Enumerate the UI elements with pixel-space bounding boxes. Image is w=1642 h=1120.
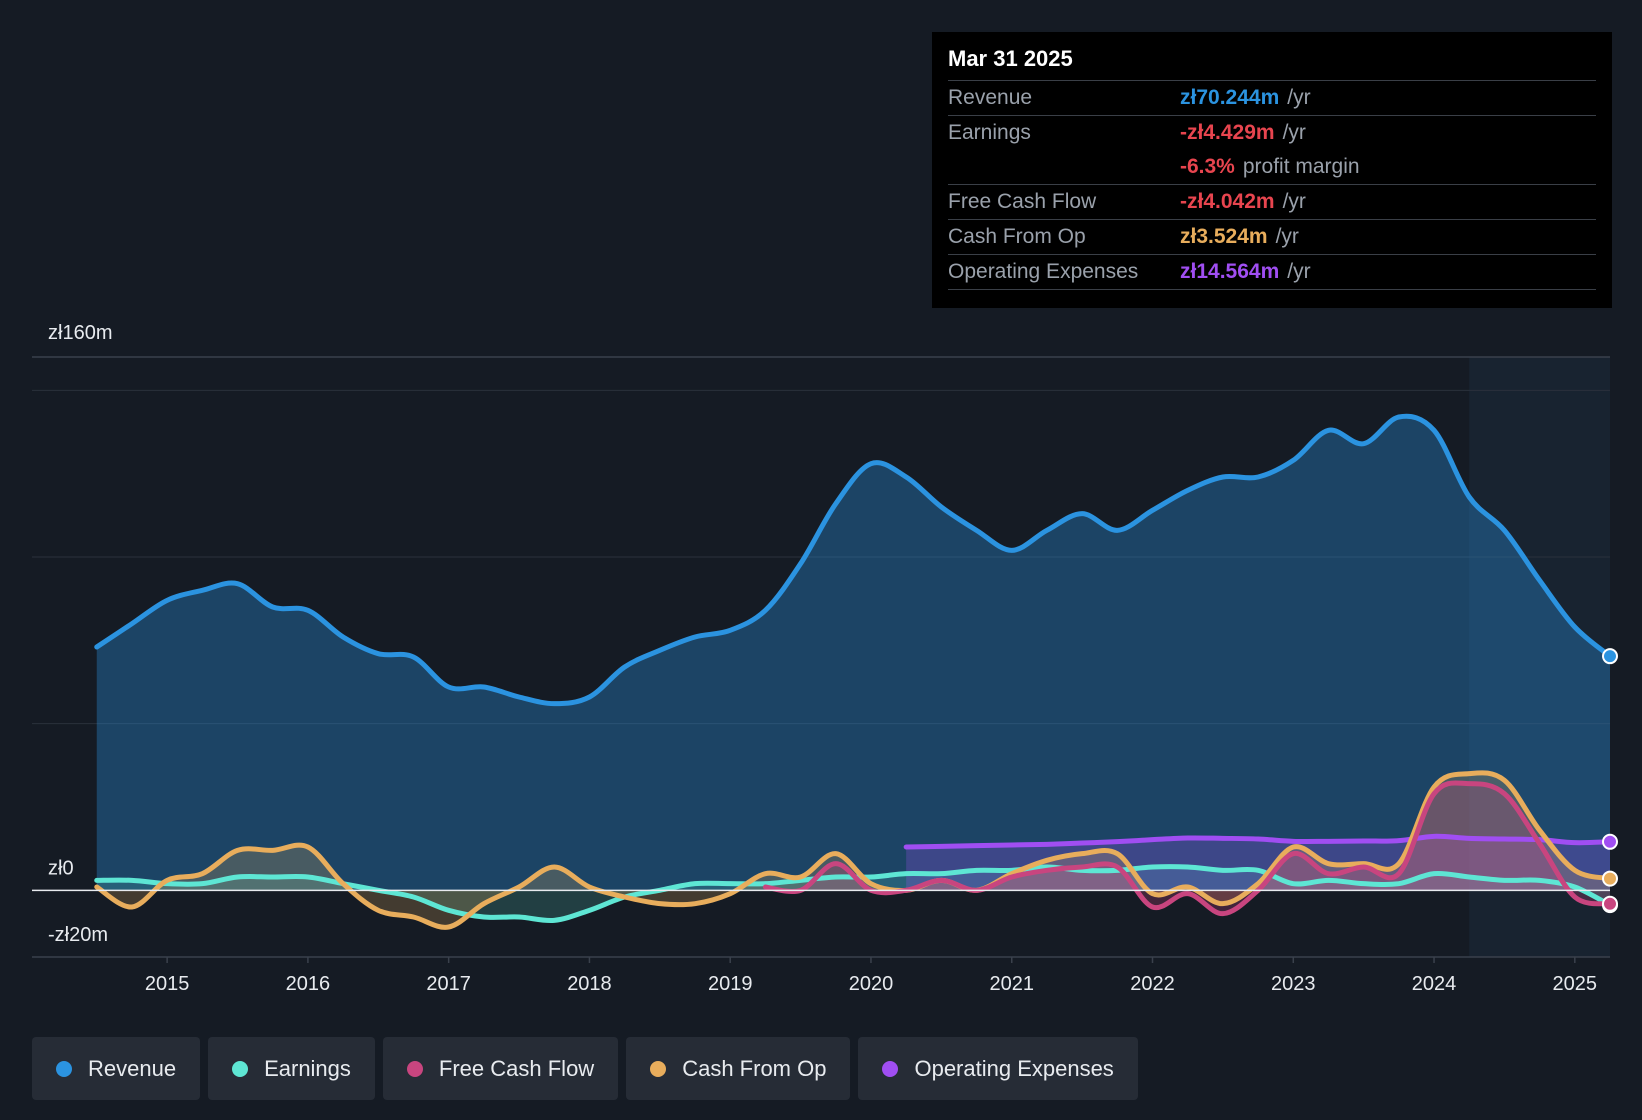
area-revenue xyxy=(96,416,1610,891)
tooltip-row-profit-margin: -6.3% profit margin xyxy=(948,150,1596,185)
line-revenue xyxy=(94,413,1613,707)
x-axis-labels: 2015 2016 2017 2018 2019 2020 2021 2022 2023 2024… xyxy=(145,957,1597,995)
tooltip-label: Cash From Op xyxy=(948,225,1086,248)
x-tick-label: 2016 xyxy=(286,973,331,995)
legend-label: Revenue xyxy=(88,1055,177,1081)
endpoint-revenue xyxy=(1602,648,1618,665)
tooltip-unit: /yr xyxy=(1287,86,1311,109)
y-tick-label: -zł20m xyxy=(48,924,108,946)
area-operating_expenses xyxy=(906,836,1610,891)
legend-label: Cash From Op xyxy=(682,1055,827,1081)
tooltip-value: -6.3% xyxy=(1180,155,1235,178)
x-tick-label: 2020 xyxy=(849,973,894,995)
endpoint-free_cash_flow xyxy=(1602,895,1618,912)
y-tick-label: zł0 xyxy=(48,857,74,879)
legend-dot-icon xyxy=(882,1060,899,1077)
x-tick-label: 2024 xyxy=(1412,973,1457,995)
tooltip-value: zł3.524m xyxy=(1180,225,1268,248)
tooltip-unit: /yr xyxy=(1275,225,1299,248)
legend-item-free-cash-flow[interactable]: Free Cash Flow xyxy=(382,1037,619,1100)
series-areas xyxy=(96,416,1610,928)
y-axis-labels: zł160m zł0 -zł20m xyxy=(48,322,112,946)
y-tick-label: zł160m xyxy=(48,322,112,344)
area-cash_from_op xyxy=(96,772,1610,928)
tooltip-value: zł70.244m xyxy=(1180,86,1280,109)
x-tick-label: 2017 xyxy=(426,973,471,995)
chart-svg: zł160m zł0 -zł20m 2015 2016 2017 2018 2019 2020… xyxy=(32,322,1618,995)
tooltip-row-free-cash-flow: Free Cash Flow -zł4.042m /yr xyxy=(948,185,1596,220)
x-tick-label: 2021 xyxy=(989,973,1034,995)
legend-item-operating-expenses[interactable]: Operating Expenses xyxy=(858,1037,1138,1100)
series-endpoints xyxy=(32,648,1618,914)
tooltip-value: zł14.564m xyxy=(1180,260,1280,283)
x-tick-label: 2023 xyxy=(1271,973,1316,995)
tooltip-label: Free Cash Flow xyxy=(948,190,1097,213)
legend-label: Earnings xyxy=(264,1055,351,1081)
tooltip-unit: /yr xyxy=(1282,190,1306,213)
tooltip-unit: /yr xyxy=(1282,121,1306,144)
tooltip-unit: /yr xyxy=(1287,260,1311,283)
legend-dot-icon xyxy=(650,1060,667,1077)
line-operating_expenses xyxy=(903,833,1613,850)
line-cash_from_op xyxy=(94,770,1613,930)
legend-dot-icon xyxy=(406,1060,423,1077)
legend-dot-icon xyxy=(56,1060,72,1077)
tooltip-label: Earnings xyxy=(948,121,1031,144)
x-tick-label: 2015 xyxy=(145,973,190,995)
forecast-band xyxy=(1469,357,1610,957)
tooltip-row-earnings: Earnings -zł4.429m /yr xyxy=(948,116,1596,150)
tooltip-value: -zł4.429m xyxy=(1180,121,1275,144)
x-tick-label: 2018 xyxy=(567,973,612,995)
legend-dot-icon xyxy=(232,1060,249,1077)
x-tick-label: 2025 xyxy=(1553,973,1598,995)
legend-item-cash-from-op[interactable]: Cash From Op xyxy=(626,1037,851,1100)
gridlines xyxy=(32,356,1610,958)
tooltip-row-operating-expenses: Operating Expenses zł14.564m /yr xyxy=(948,255,1596,290)
legend-item-revenue[interactable]: Revenue xyxy=(32,1037,201,1100)
x-tick-label: 2022 xyxy=(1130,973,1175,995)
tooltip-row-cash-from-op: Cash From Op zł3.524m /yr xyxy=(948,220,1596,255)
endpoint-cash_from_op xyxy=(1602,870,1618,887)
area-free_cash_flow xyxy=(765,782,1610,914)
tooltip-label: Revenue xyxy=(948,86,1033,109)
tooltip-panel: Mar 31 2025 Revenue zł70.244m /yr Earnin… xyxy=(932,32,1612,308)
tooltip-label: Operating Expenses xyxy=(948,260,1139,283)
tooltip-value: -zł4.042m xyxy=(1180,190,1275,213)
legend-label: Free Cash Flow xyxy=(438,1055,595,1081)
tooltip-row-revenue: Revenue zł70.244m /yr xyxy=(948,81,1596,116)
tooltip-date: Mar 31 2025 xyxy=(948,46,1596,81)
legend-item-earnings[interactable]: Earnings xyxy=(208,1037,375,1100)
legend: Revenue Earnings Free Cash Flow Cash Fro… xyxy=(32,1037,1138,1100)
tooltip-unit: profit margin xyxy=(1242,155,1360,178)
x-tick-label: 2019 xyxy=(708,973,753,995)
legend-label: Operating Expenses xyxy=(914,1055,1114,1081)
endpoint-operating_expenses xyxy=(1602,833,1618,850)
